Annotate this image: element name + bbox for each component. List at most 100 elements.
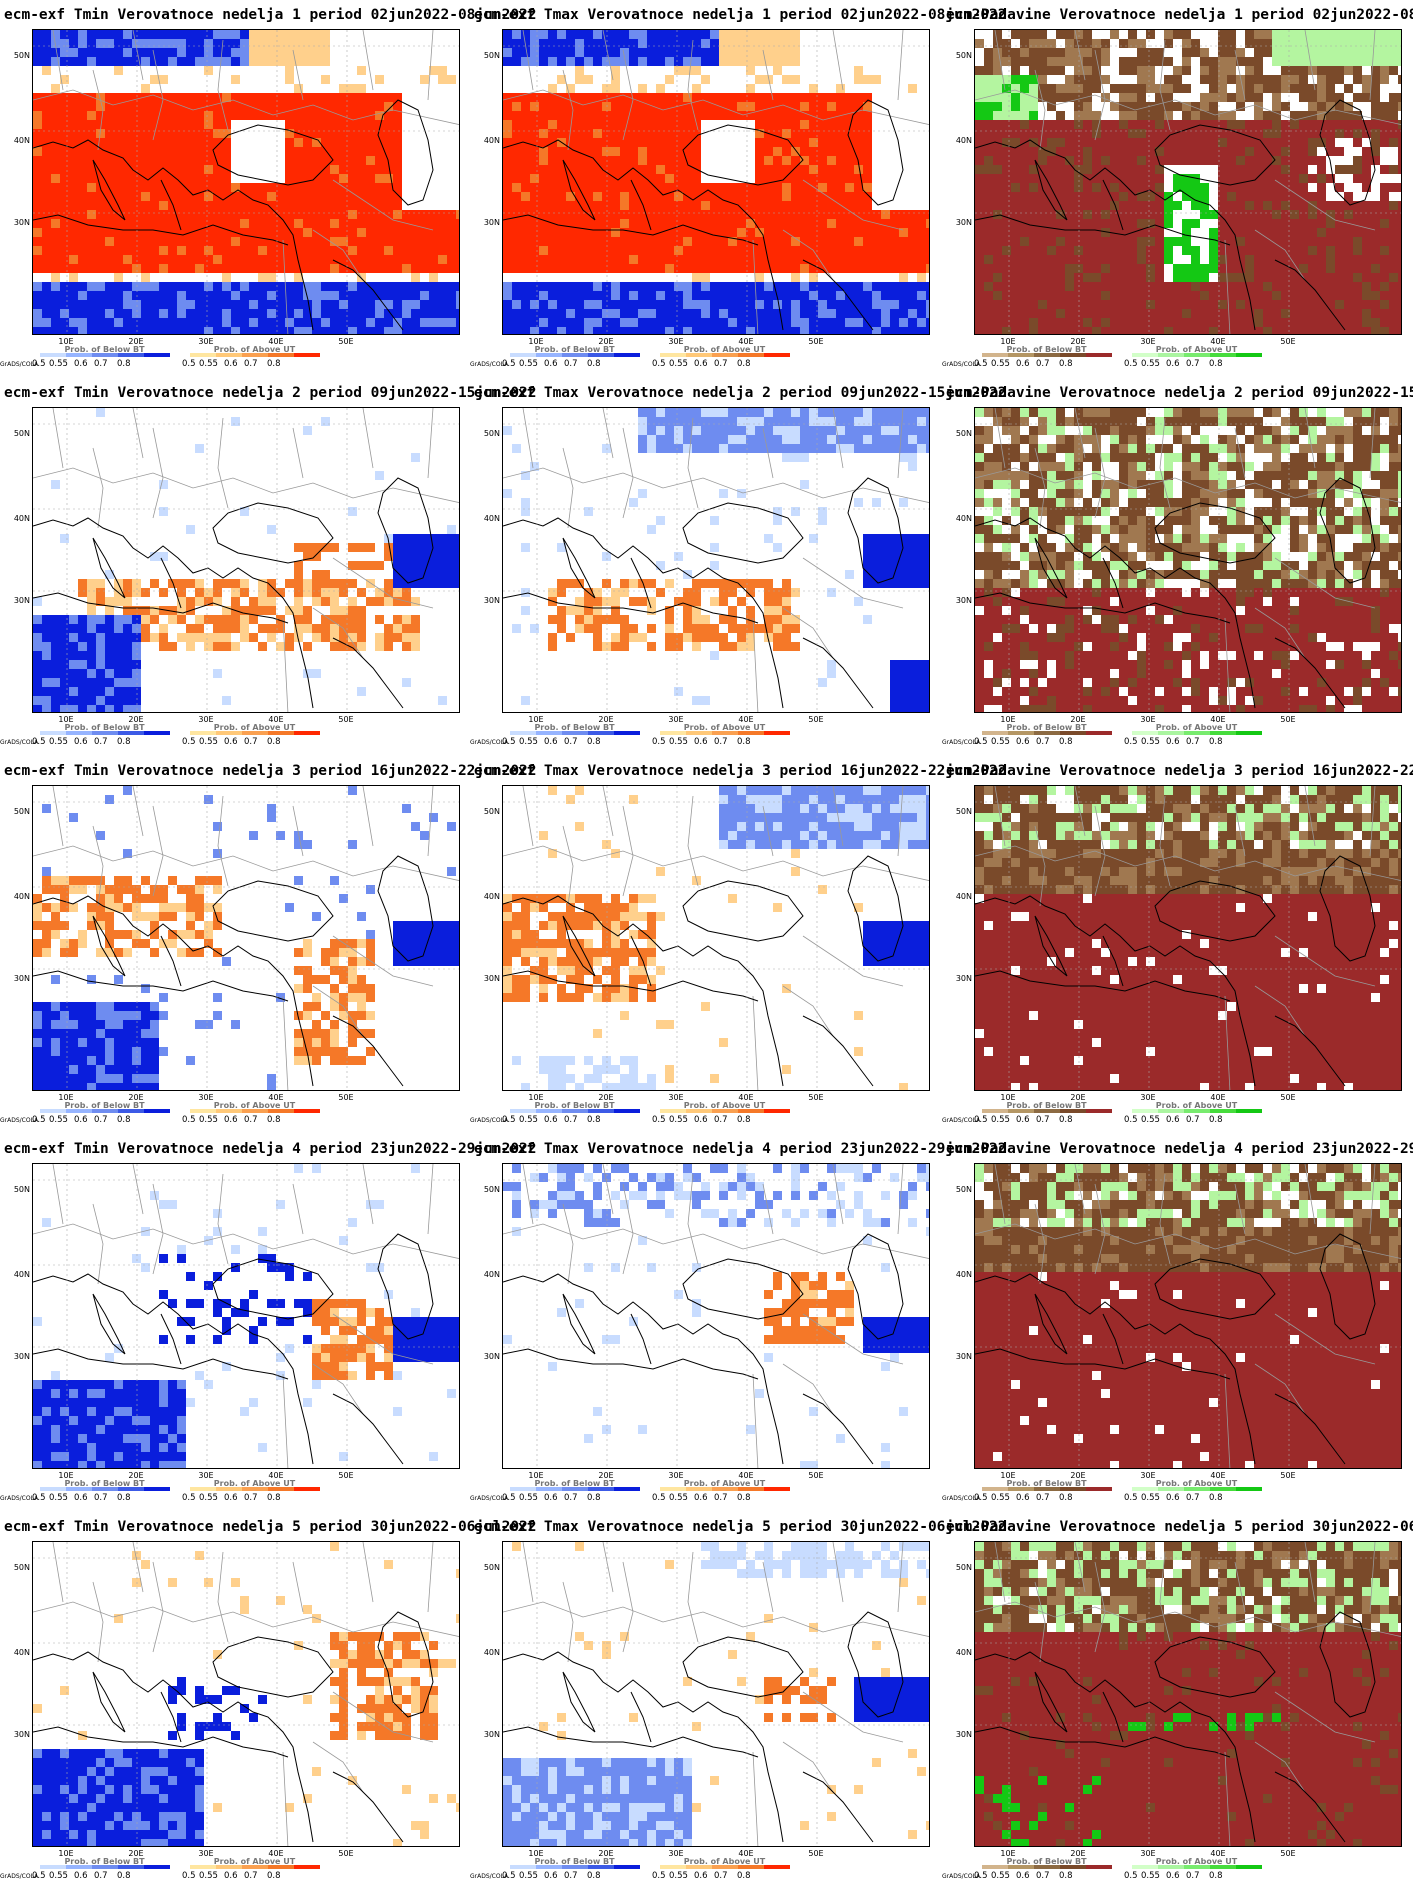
probability-cell	[1299, 129, 1308, 138]
probability-cell	[872, 543, 881, 552]
probability-cell	[177, 129, 186, 138]
probability-cell	[1299, 84, 1308, 93]
probability-cell	[267, 633, 276, 642]
probability-cell	[321, 597, 330, 606]
probability-cell	[566, 93, 575, 102]
probability-cell	[602, 282, 611, 291]
probability-cell	[593, 255, 602, 264]
probability-cell	[1326, 219, 1335, 228]
probability-cell	[674, 282, 683, 291]
probability-cell	[975, 39, 984, 48]
probability-cell	[728, 417, 737, 426]
probability-cell	[1344, 264, 1353, 273]
probability-cell	[186, 165, 195, 174]
probability-cell	[647, 291, 656, 300]
probability-cell	[1209, 102, 1218, 111]
probability-cell	[1038, 84, 1047, 93]
probability-cell	[1191, 201, 1200, 210]
probability-cell	[402, 543, 411, 552]
probability-cell	[827, 444, 836, 453]
probability-cell	[1038, 219, 1047, 228]
probability-cell	[908, 462, 917, 471]
probability-cell	[1227, 30, 1236, 39]
probability-cell	[1236, 138, 1245, 147]
probability-cell	[1011, 75, 1020, 84]
probability-cell	[1128, 30, 1137, 39]
probability-cell	[42, 705, 51, 712]
probability-cell	[51, 300, 60, 309]
probability-cell	[69, 678, 78, 687]
probability-cell	[719, 48, 728, 57]
probability-cell	[854, 417, 863, 426]
probability-cell	[809, 165, 818, 174]
probability-cell	[348, 138, 357, 147]
probability-cell	[728, 291, 737, 300]
probability-cell	[1236, 255, 1245, 264]
probability-cell	[96, 93, 105, 102]
probability-cell	[330, 156, 339, 165]
probability-cell	[456, 210, 459, 219]
probability-cell	[791, 192, 800, 201]
probability-cell	[258, 228, 267, 237]
probability-cell	[393, 111, 402, 120]
probability-cell	[303, 588, 312, 597]
probability-cell	[503, 300, 512, 309]
probability-cell	[899, 282, 908, 291]
legend-title: Prob. of Below BT	[64, 723, 145, 732]
probability-cell	[1227, 201, 1236, 210]
legend-tick: 0.6	[224, 737, 238, 747]
probability-cell	[123, 633, 132, 642]
probability-cell	[755, 444, 764, 453]
probability-cell	[755, 30, 764, 39]
probability-cell	[701, 102, 710, 111]
probability-cell	[899, 300, 908, 309]
probability-cell	[575, 48, 584, 57]
probability-cell	[1137, 237, 1146, 246]
probability-cell	[393, 615, 402, 624]
probability-cell	[132, 228, 141, 237]
probability-cell	[456, 309, 459, 318]
probability-cell	[1074, 273, 1083, 282]
probability-cell	[764, 309, 773, 318]
probability-cell	[96, 111, 105, 120]
probability-cell	[1146, 309, 1155, 318]
probability-cell	[719, 102, 728, 111]
probability-cell	[177, 237, 186, 246]
probability-cell	[665, 300, 674, 309]
probability-cell	[114, 39, 123, 48]
probability-cell	[51, 30, 60, 39]
probability-cell	[872, 309, 881, 318]
probability-cell	[584, 30, 593, 39]
probability-cell	[809, 93, 818, 102]
probability-cell	[447, 579, 456, 588]
probability-cell	[1011, 273, 1020, 282]
probability-cell	[429, 237, 438, 246]
probability-cell	[348, 228, 357, 237]
probability-cell	[132, 30, 141, 39]
probability-cell	[213, 309, 222, 318]
color-legend: GrADS/COLA Prob. of Below BT 0.5 0.55 0.6 0.7…	[0, 723, 458, 753]
probability-cell	[710, 426, 719, 435]
probability-cell	[1173, 84, 1182, 93]
probability-cell	[854, 201, 863, 210]
probability-cell	[1164, 147, 1173, 156]
probability-cell	[1029, 39, 1038, 48]
legend-swatch	[1184, 353, 1210, 357]
probability-cell	[1344, 111, 1353, 120]
probability-cell	[312, 39, 321, 48]
probability-cell	[1056, 138, 1065, 147]
probability-cell	[312, 48, 321, 57]
probability-cell	[1128, 174, 1137, 183]
probability-cell	[1119, 165, 1128, 174]
latitude-label: 40N	[483, 136, 500, 145]
probability-cell	[1056, 183, 1065, 192]
probability-cell	[321, 417, 330, 426]
probability-cell	[456, 534, 459, 543]
probability-cell	[375, 111, 384, 120]
probability-cell	[854, 120, 863, 129]
probability-cell	[1344, 246, 1353, 255]
probability-cell	[782, 264, 791, 273]
probability-cell	[863, 129, 872, 138]
probability-cell	[231, 579, 240, 588]
probability-cell	[150, 102, 159, 111]
